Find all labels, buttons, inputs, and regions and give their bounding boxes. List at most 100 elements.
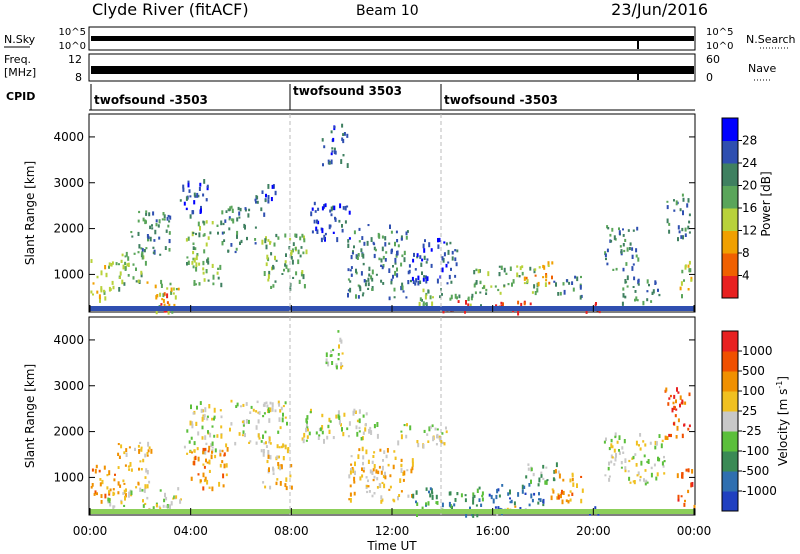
velocity-echo-cell [128,446,131,449]
power-echo-cell [512,279,515,284]
power-echo-cell [490,285,493,288]
power-echo-cell [285,253,287,257]
power-echo-cell [388,296,391,301]
power-colorbar-tick-label: 28 [742,134,757,148]
velocity-echo-cell [165,505,168,508]
velocity-echo-cell [514,505,517,508]
power-echo-cell [228,216,231,219]
velocity-echo-cell [364,423,367,427]
velocity-colorbar-tick-label: -100 [742,444,769,458]
velocity-echo-cell [473,494,476,498]
power-echo-cell [362,253,365,259]
power-echo-cell [265,244,268,250]
velocity-y-tick-label: 2000 [53,425,84,439]
power-echo-cell [626,275,629,281]
power-echo-cell [485,288,488,292]
power-echo-cell [267,184,270,189]
velocity-echo-cell [571,477,574,482]
velocity-echo-cell [624,466,627,470]
velocity-echo-cell [622,451,625,454]
velocity-echo-cell [266,404,269,408]
power-echo-cell [457,300,460,303]
power-echo-cell [622,287,625,291]
power-echo-cell [141,255,144,260]
velocity-echo-cell [644,481,647,486]
velocity-echo-cell [128,468,131,471]
power-echo-cell [236,217,239,222]
power-echo-cell [205,242,208,247]
velocity-echo-cell [373,451,376,454]
power-echo-cell [679,208,682,212]
velocity-echo-cell [498,494,501,498]
power-echo-cell [157,224,160,228]
velocity-echo-cell [260,449,263,453]
power-echo-cell [301,270,304,274]
power-echo-cell [310,211,313,217]
velocity-echo-cell [439,437,442,442]
velocity-colorbar-swatch [722,331,738,352]
power-echo-cell [231,218,234,222]
power-echo-cell [108,265,110,269]
velocity-echo-cell [248,441,251,444]
time-tick-label: 00:00 [677,524,712,538]
power-echo-cell [152,251,155,254]
velocity-echo-cell [263,442,266,445]
power-echo-cell [192,242,195,245]
velocity-echo-cell [538,477,541,483]
power-echo-cell [467,303,470,307]
power-echo-cell [342,206,345,210]
noise-left-tick-top: 10^5 [59,27,86,38]
power-echo-cell [298,279,301,284]
velocity-echo-cell [125,488,127,492]
power-echo-cell [534,274,537,277]
power-echo-cell [151,227,154,230]
velocity-echo-cell [530,467,533,472]
velocity-echo-cell [472,496,475,501]
velocity-echo-cell [354,461,356,467]
power-echo-cell [400,285,403,291]
velocity-echo-cell [373,424,376,429]
velocity-echo-cell [403,470,406,476]
velocity-echo-cell [362,414,365,418]
velocity-echo-cell [201,416,204,422]
power-echo-cell [254,198,257,202]
power-echo-cell [436,278,439,284]
power-echo-cell [412,258,415,263]
velocity-echo-cell [693,504,696,509]
velocity-echo-cell [108,470,111,476]
power-echo-cell [305,249,308,255]
power-echo-cell [503,284,506,287]
velocity-echo-cell [191,423,194,429]
power-echo-cell [681,193,684,197]
power-echo-cell [341,224,343,228]
velocity-echo-cell [650,466,653,470]
power-echo-cell [274,280,277,283]
velocity-echo-cell [341,427,343,432]
velocity-echo-cell [192,412,195,415]
velocity-echo-cell [264,485,267,489]
velocity-echo-cell [108,490,111,494]
power-echo-cell [633,276,636,281]
velocity-echo-cell [140,446,143,449]
power-echo-cell [127,262,130,267]
velocity-echo-cell [139,460,142,463]
power-echo-cell [627,229,630,232]
power-echo-cell [161,298,164,301]
velocity-echo-cell [134,447,136,451]
power-echo-cell [133,252,136,255]
power-echo-cell [207,236,210,240]
power-echo-cell [393,296,396,299]
power-echo-cell [328,161,331,165]
power-echo-cell [334,217,337,222]
velocity-echo-cell [523,485,526,489]
velocity-echo-cell [249,411,252,414]
power-echo-cell [202,193,205,197]
velocity-echo-cell [191,451,193,454]
power-echo-cell [350,266,353,269]
noise-right-tick-bottom: 10^0 [706,41,733,52]
power-echo-cell [275,233,278,238]
power-echo-cell [301,233,304,238]
velocity-echo-cell [376,486,379,489]
velocity-echo-cell [539,498,542,502]
power-echo-cell [684,264,687,268]
